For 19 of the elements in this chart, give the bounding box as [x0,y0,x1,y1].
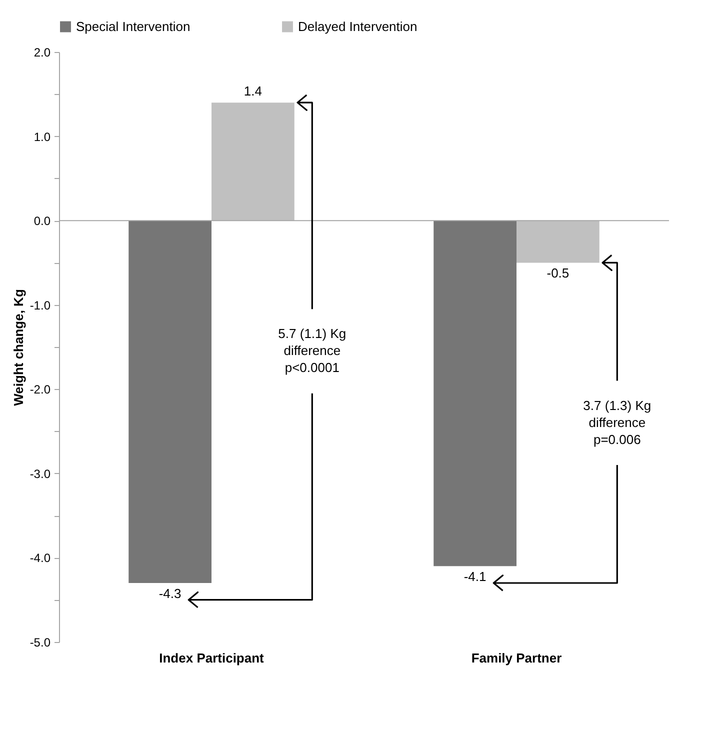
legend-label: Special Intervention [76,18,190,34]
y-tick-label: -5.0 [30,636,51,650]
y-axis-title: Weight change, Kg [10,289,26,406]
annotation: 3.7 (1.3) Kg difference p=0.006 [583,398,652,447]
legend-label: Delayed Intervention [298,18,418,34]
annotation: 5.7 (1.1) Kg difference p<0.0001 [278,326,346,376]
data-label: 1.4 [244,84,262,99]
data-label: -4.3 [158,586,182,601]
y-tick-label: -1.0 [30,298,51,312]
y-tick-label: -2.0 [30,382,51,397]
y-tick-label: -3.0 [30,466,51,481]
y-tick-label: 2.0 [34,46,51,60]
data-label: -4.1 [464,569,486,584]
y-tick-label: 1.0 [34,130,51,144]
y-tick-label: -4.0 [30,551,51,566]
x-tick-label: Index Participant [159,650,265,666]
data-label: -0.5 [546,266,570,281]
x-tick-label: Family Partner [471,650,562,666]
y-tick-label: 0.0 [34,214,51,228]
